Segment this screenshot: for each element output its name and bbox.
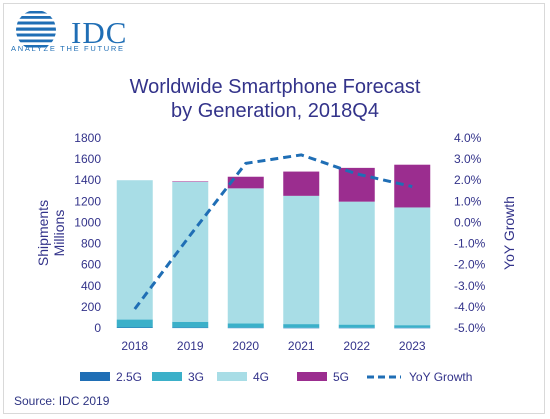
y2-tick-label: 1.0% bbox=[454, 194, 482, 208]
y2-tick-label: 4.0% bbox=[454, 131, 482, 145]
bar-25g-2019 bbox=[172, 327, 209, 329]
x-tick-label: 2022 bbox=[343, 339, 370, 353]
y2-tick-label: -1.0% bbox=[454, 237, 486, 251]
legend-label-yoy-growth: YoY Growth bbox=[409, 370, 472, 384]
yoy-growth-line bbox=[133, 153, 413, 310]
legend-swatch-4g bbox=[217, 372, 247, 381]
chart-frame bbox=[3, 3, 545, 414]
bar-3g-2022 bbox=[338, 324, 375, 328]
y2-tick-label: 3.0% bbox=[454, 152, 482, 166]
y2-tick-label: -4.0% bbox=[454, 300, 486, 314]
idc-logo: IDC bbox=[10, 8, 150, 56]
bar-3g-2023 bbox=[394, 325, 431, 328]
bar-3g-2019 bbox=[172, 321, 209, 328]
legend-swatch-3g bbox=[152, 372, 182, 381]
source-note: Source: IDC 2019 bbox=[14, 394, 110, 408]
bar-4g-2020 bbox=[227, 188, 264, 324]
logo-tagline: ANALYZE THE FUTURE bbox=[11, 44, 125, 53]
y2-tick-label: 0.0% bbox=[454, 215, 482, 229]
globe-icon bbox=[16, 11, 56, 48]
legend-label-4g: 4G bbox=[253, 370, 269, 384]
y-tick-label: 1200 bbox=[74, 194, 101, 208]
bar-25g-2022 bbox=[338, 327, 375, 329]
y-tick-label: 0 bbox=[94, 321, 101, 335]
y2-tick-label: -3.0% bbox=[454, 279, 486, 293]
y-axis-title: ShipmentsMillions bbox=[35, 200, 67, 266]
bar-5g-2020 bbox=[227, 176, 264, 189]
y2-tick-label: 2.0% bbox=[454, 173, 482, 187]
x-tick-label: 2020 bbox=[232, 339, 259, 353]
y-tick-label: 600 bbox=[81, 258, 101, 272]
legend-label-2-5g: 2.5G bbox=[116, 370, 142, 384]
y2-axis-title: YoY Growth bbox=[501, 196, 517, 270]
y-tick-label: 1800 bbox=[74, 131, 101, 145]
bar-5g-2021 bbox=[283, 171, 320, 196]
bar-4g-2023 bbox=[394, 207, 431, 326]
bar-25g-2018 bbox=[116, 327, 153, 328]
chart-subtitle: by Generation, 2018Q4 bbox=[171, 100, 379, 122]
bar-4g-2022 bbox=[338, 201, 375, 325]
x-tick-label: 2023 bbox=[399, 339, 426, 353]
bar-25g-2021 bbox=[283, 327, 320, 329]
x-tick-label: 2019 bbox=[177, 339, 204, 353]
bar-4g-2018 bbox=[116, 180, 153, 320]
legend-swatch-2-5g bbox=[80, 372, 110, 381]
legend-label-3g: 3G bbox=[188, 370, 204, 384]
bar-5g-2019 bbox=[172, 181, 209, 182]
y2-tick-label: -5.0% bbox=[454, 321, 486, 335]
legend-swatch-5g bbox=[297, 372, 327, 381]
x-tick-label: 2021 bbox=[288, 339, 315, 353]
bar-3g-2018 bbox=[116, 319, 153, 328]
y2-tick-label: -2.0% bbox=[454, 258, 486, 272]
legend-label-5g: 5G bbox=[333, 370, 349, 384]
bar-25g-2023 bbox=[394, 327, 431, 329]
bar-25g-2020 bbox=[227, 327, 264, 329]
bar-5g-2022 bbox=[338, 167, 375, 202]
bar-3g-2021 bbox=[283, 324, 320, 328]
y-tick-label: 800 bbox=[81, 237, 101, 251]
logo-wordmark: IDC bbox=[71, 15, 128, 50]
y-tick-label: 1000 bbox=[74, 215, 101, 229]
bar-4g-2021 bbox=[283, 195, 320, 325]
y-tick-label: 1600 bbox=[74, 152, 101, 166]
y-tick-label: 1400 bbox=[74, 173, 101, 187]
y-tick-label: 200 bbox=[81, 300, 101, 314]
x-tick-label: 2018 bbox=[121, 339, 148, 353]
y-tick-label: 400 bbox=[81, 279, 101, 293]
bar-3g-2020 bbox=[227, 323, 264, 328]
chart-title: Worldwide Smartphone Forecast bbox=[129, 76, 421, 98]
